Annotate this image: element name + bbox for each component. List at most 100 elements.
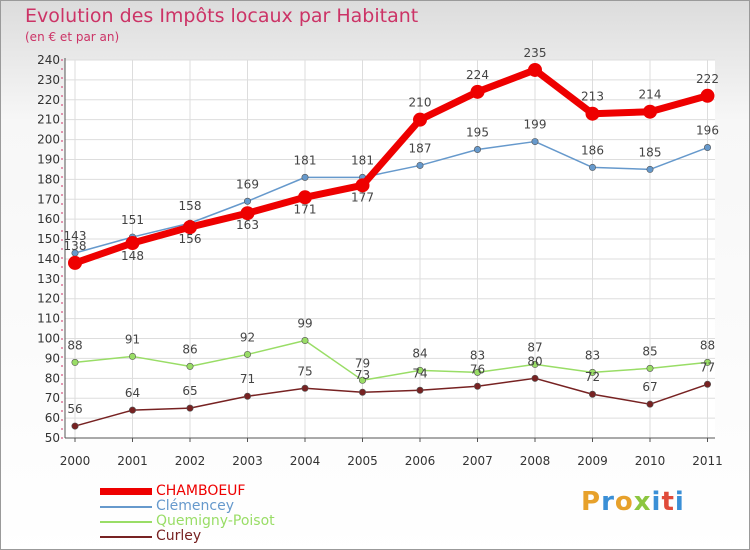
plot-area — [65, 60, 715, 438]
data-point-chamboeuf — [528, 62, 542, 77]
data-point-chamboeuf — [355, 178, 370, 193]
data-point-clemencey — [531, 138, 539, 146]
x-tick-label: 2011 — [692, 454, 723, 468]
data-label-curley: 72 — [585, 370, 600, 384]
data-point-curley — [588, 390, 596, 398]
data-point-quemigny-poisot — [416, 366, 424, 374]
data-label-clemencey: 181 — [351, 153, 374, 167]
data-point-curley — [129, 406, 137, 414]
data-label-layer: 56 64 65 71 75 73 74 76 80 72 67 77 88 91 86 92 99 79 84 83… — [64, 46, 719, 416]
y-tick-label: 90 — [45, 351, 60, 365]
data-point-chamboeuf — [298, 190, 312, 205]
legend-swatch-chamboeuf — [100, 488, 152, 495]
y-tick-label: 110 — [37, 312, 60, 326]
legend-label-quemigny-poisot: Quemigny-Poisot — [156, 513, 275, 529]
data-label-clemencey: 181 — [294, 153, 317, 167]
x-tick-label: 2010 — [635, 454, 666, 468]
logo-letter: t — [661, 487, 675, 517]
data-label-curley: 73 — [355, 368, 370, 382]
data-label-chamboeuf: 224 — [466, 68, 489, 82]
data-label-curley: 74 — [412, 366, 427, 380]
logo-letter: x — [633, 487, 652, 517]
data-point-clemencey — [646, 165, 654, 173]
data-point-chamboeuf — [643, 104, 657, 119]
data-point-chamboeuf — [125, 236, 140, 251]
data-point-curley — [703, 380, 711, 388]
data-label-clemencey: 169 — [236, 177, 259, 191]
y-tick-label: 130 — [37, 272, 60, 286]
data-point-clemencey — [703, 144, 711, 152]
legend-item-curley: Curley — [100, 529, 320, 544]
legend-label-chamboeuf: CHAMBOEUF — [156, 483, 246, 499]
y-tick-label: 70 — [45, 391, 60, 405]
data-label-chamboeuf: 222 — [696, 72, 719, 86]
data-label-quemigny-poisot: 79 — [355, 356, 370, 370]
data-point-chamboeuf — [413, 112, 427, 127]
data-point-chamboeuf — [68, 255, 82, 270]
data-label-curley: 67 — [642, 380, 657, 394]
data-label-chamboeuf: 213 — [581, 90, 604, 104]
data-point-quemigny-poisot — [703, 358, 711, 366]
data-point-chamboeuf — [470, 84, 485, 99]
data-label-chamboeuf: 156 — [179, 232, 202, 246]
data-label-chamboeuf: 235 — [524, 46, 547, 60]
data-label-curley: 56 — [67, 402, 82, 416]
y-tick-label: 230 — [37, 73, 60, 87]
data-point-quemigny-poisot — [129, 352, 137, 360]
data-point-chamboeuf — [183, 220, 197, 235]
data-label-chamboeuf: 210 — [409, 96, 432, 110]
legend-swatch-clemencey — [100, 506, 152, 508]
x-tick-label: 2008 — [520, 454, 551, 468]
y-tick-label: 60 — [45, 411, 60, 425]
logo-letter: o — [614, 487, 634, 517]
x-tick-label: 2006 — [405, 454, 436, 468]
y-tick-label: 100 — [37, 332, 60, 346]
series-line-curley — [74, 377, 709, 427]
data-point-curley — [358, 388, 366, 396]
y-tick-label: 220 — [37, 93, 60, 107]
y-tick-label: 160 — [37, 212, 60, 226]
x-tick-label: 2007 — [462, 454, 493, 468]
x-tick-label: 2005 — [347, 454, 378, 468]
x-tick-label: 2004 — [290, 454, 321, 468]
proxiti-logo: Proxiti — [581, 487, 685, 517]
chart-legend: CHAMBOEUF Clémencey Quemigny-Poisot Curl… — [100, 484, 320, 544]
data-point-clemencey — [244, 197, 252, 205]
data-label-quemigny-poisot: 88 — [67, 338, 82, 352]
data-label-chamboeuf: 163 — [236, 218, 259, 232]
series-line-clemencey — [74, 140, 709, 254]
data-point-chamboeuf — [700, 88, 715, 103]
data-point-quemigny-poisot — [531, 360, 539, 368]
y-tick-label: 240 — [37, 53, 60, 67]
legend-swatch-quemigny-poisot — [100, 521, 152, 523]
data-label-clemencey: 186 — [581, 143, 604, 157]
data-label-quemigny-poisot: 92 — [240, 330, 255, 344]
data-label-chamboeuf: 138 — [64, 239, 87, 253]
y-tick-label: 170 — [37, 192, 60, 206]
data-point-chamboeuf — [240, 206, 255, 221]
logo-letter: r — [601, 487, 615, 517]
data-point-clemencey — [301, 173, 309, 181]
data-point-quemigny-poisot — [646, 364, 654, 372]
y-tick-label: 180 — [37, 172, 60, 186]
data-point-quemigny-poisot — [358, 376, 366, 384]
data-point-clemencey — [588, 163, 596, 171]
chart-subtitle: (en € et par an) — [25, 30, 120, 44]
data-label-curley: 65 — [182, 384, 197, 398]
data-point-curley — [244, 392, 252, 400]
y-tick-label: 150 — [37, 232, 60, 246]
x-tick-label: 2000 — [60, 454, 91, 468]
data-label-clemencey: 187 — [409, 141, 432, 155]
y-tick-label: 140 — [37, 252, 60, 266]
data-point-clemencey — [473, 146, 481, 154]
data-point-quemigny-poisot — [244, 350, 252, 358]
data-label-chamboeuf: 148 — [121, 249, 144, 263]
data-point-curley — [473, 382, 481, 390]
data-point-quemigny-poisot — [473, 368, 481, 376]
data-label-quemigny-poisot: 87 — [527, 340, 542, 354]
series-layer — [68, 62, 715, 430]
legend-swatch-curley — [100, 536, 152, 538]
data-label-quemigny-poisot: 86 — [182, 342, 197, 356]
data-label-curley: 71 — [240, 372, 255, 386]
data-label-quemigny-poisot: 91 — [125, 332, 140, 346]
